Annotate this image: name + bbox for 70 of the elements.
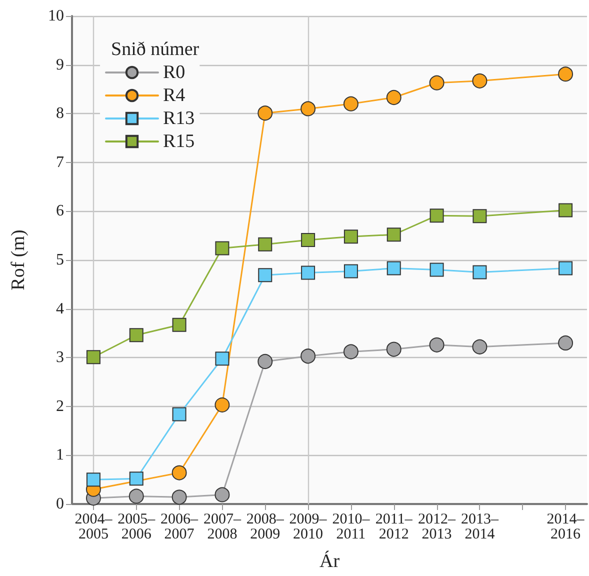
y-tick-label: 10 [48,8,64,24]
point [558,335,574,350]
legend-label: R13 [163,108,195,129]
point [258,237,272,252]
y-tick-label: 5 [56,252,64,268]
x-tick-label: 2013–2014 [460,512,499,542]
point [258,268,272,282]
x-tick-label: 2005–2006 [118,512,156,542]
point [301,266,316,280]
point [429,75,444,90]
point [215,241,230,256]
legend-label: R0 [163,62,186,83]
x-tick-label: 2014–2016 [546,512,585,542]
point [343,96,358,112]
point [386,261,401,276]
x-tick-label: 2004–2005 [74,512,113,542]
point [344,230,358,244]
x-tick-label: 2010–2011 [332,512,370,542]
point [128,488,144,504]
point [258,354,273,369]
point [386,90,402,105]
y-tick-label: 8 [56,105,64,122]
point [386,228,401,242]
point [558,261,573,276]
y-tick-label: 9 [56,56,64,74]
x-tick-label: 2011–2012 [375,512,413,542]
point [472,73,488,88]
point [86,350,100,364]
point [258,106,273,121]
point [86,472,100,487]
point [172,318,186,332]
x-tick-label: 2012–2013 [418,512,456,542]
y-tick-label: 4 [56,300,64,318]
point [430,262,444,277]
point [343,344,358,360]
point [558,203,573,218]
point [129,472,144,486]
point [472,209,487,224]
point [558,66,574,82]
point [429,337,444,352]
y-tick-label: 3 [56,349,64,366]
x-axis-title: Ár [319,550,340,572]
point [172,465,187,480]
point [472,265,487,280]
y-tick-label: 7 [56,154,64,171]
point [386,342,402,357]
y-tick-label: 1 [56,446,64,464]
y-tick-label: 2 [56,398,64,415]
point [344,264,358,278]
y-axis-title: Rof (m) [8,230,29,290]
point [214,487,230,502]
y-tick-label: 0 [56,496,64,512]
y-tick-label: 6 [56,202,64,220]
point [300,101,316,116]
legend-label: R15 [163,131,195,152]
x-tick-label: 2009–2010 [289,512,328,542]
point [300,348,316,364]
x-tick-label: 2008–2009 [246,512,284,542]
point [472,339,488,354]
point [172,490,187,505]
x-tick-label: 2006–2007 [160,512,199,542]
point [172,407,186,422]
point [214,397,230,412]
point [215,352,230,366]
x-tick-label: 2007–2008 [203,512,242,542]
point [430,208,444,223]
point [301,232,316,247]
legend-label: R4 [163,85,186,106]
point [129,328,144,342]
legend-title: Snið númer [111,39,200,60]
